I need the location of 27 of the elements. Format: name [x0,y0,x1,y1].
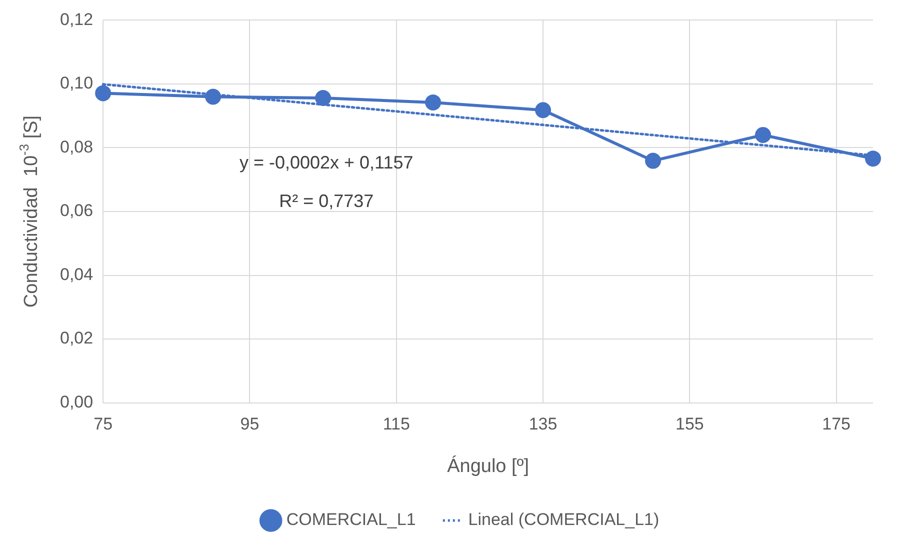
annotation: R² = 0,7737 [279,190,374,211]
point [645,152,662,169]
y-tick-label: 0,12 [60,10,94,29]
y-tick-label: 0,04 [60,264,94,284]
y-axis-title: Conductividad 10-3 [S] [16,115,42,308]
point [865,150,881,167]
x-tick-label: 75 [94,414,113,434]
y-tick-label: 0,06 [60,201,94,220]
annotation: y = -0,0002x + 0,1157 [239,152,414,173]
x-axis-title: Ángulo [º] [447,454,530,477]
point [205,88,222,105]
x-tick-label: 135 [528,414,558,434]
point [315,90,332,106]
x-tick-label: 155 [676,414,704,434]
legend-label: Lineal (COMERCIAL_L1) [468,510,660,530]
y-tick-label: 0,02 [60,328,94,348]
x-tick-label: 95 [240,414,260,434]
x-tick-label: 175 [822,414,851,434]
y-tick-label: 0,00 [60,392,94,412]
y-tick-label: 0,10 [60,74,94,93]
point [535,102,552,118]
y-tick-label: 0,08 [60,137,94,156]
point [95,85,112,102]
x-tick-label: 115 [382,414,410,434]
point [425,94,442,110]
legend-label: COMERCIAL_L1 [286,510,416,530]
point [755,126,772,143]
